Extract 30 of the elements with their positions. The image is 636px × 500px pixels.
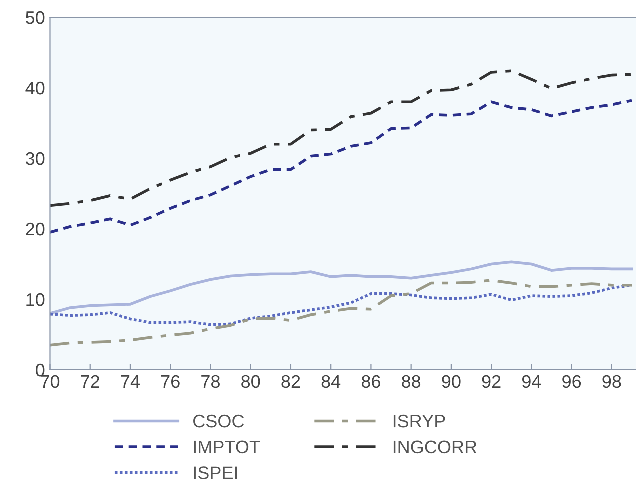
y-tick-label: 30 — [26, 152, 45, 166]
x-tick-label: 88 — [402, 375, 421, 388]
y-tick-label: 50 — [26, 11, 45, 24]
x-tick-label: 78 — [202, 375, 220, 388]
x-tick-label: 70 — [41, 375, 60, 388]
x-tick-label: 76 — [161, 375, 180, 388]
legend-label: IMPTOT — [194, 440, 260, 454]
x-tick-label: 80 — [242, 375, 260, 388]
legend-label: CSOC — [194, 414, 244, 428]
legend-label: ISRYP — [394, 414, 446, 428]
x-tick-label: 94 — [522, 375, 542, 388]
x-tick-label: 84 — [322, 375, 341, 388]
x-tick-label: 74 — [121, 376, 140, 388]
x-tick-label: 86 — [362, 375, 380, 388]
y-tick-label: 10 — [26, 293, 45, 306]
x-tick-label: 96 — [562, 375, 582, 388]
y-tick-label: 40 — [26, 82, 45, 95]
line-series — [50, 99, 634, 234]
legend-label: INGCORR — [394, 440, 477, 454]
line-series — [50, 70, 634, 208]
line-series — [50, 260, 634, 315]
x-tick-label: 92 — [482, 375, 501, 388]
x-tick-label: 90 — [442, 375, 461, 388]
legend-label: ISPEI — [194, 466, 238, 480]
x-tick-label: 72 — [81, 375, 100, 388]
x-tick-label: 98 — [602, 375, 622, 388]
x-tick-label: 82 — [282, 375, 300, 388]
y-tick-label: 0 — [36, 364, 45, 377]
y-tick-label: 20 — [26, 222, 45, 236]
line-series — [50, 279, 634, 347]
